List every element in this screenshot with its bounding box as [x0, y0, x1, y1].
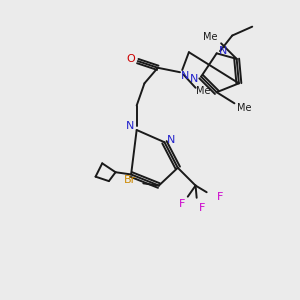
Text: N: N [167, 135, 175, 145]
Text: N: N [190, 74, 199, 84]
Text: N: N [219, 46, 227, 56]
Text: Br: Br [124, 175, 136, 185]
Text: N: N [182, 70, 190, 81]
Text: Me: Me [196, 86, 211, 96]
Text: F: F [199, 203, 206, 213]
Text: Me: Me [237, 103, 252, 113]
Text: F: F [179, 200, 185, 209]
Text: N: N [126, 121, 134, 130]
Text: O: O [127, 54, 136, 64]
Text: F: F [217, 192, 223, 202]
Text: Me: Me [203, 32, 217, 42]
